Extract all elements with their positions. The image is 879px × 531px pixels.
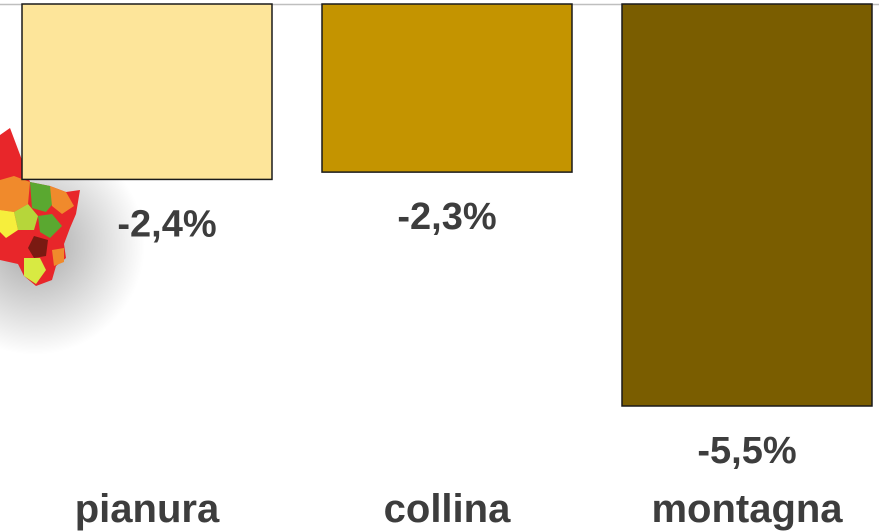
category-label-pianura: pianura [75,487,220,531]
bar-montagna [621,3,873,407]
category-label-montagna: montagna [651,487,843,531]
value-label-pianura: -2,4% [117,203,216,245]
bar-collina [321,3,573,173]
category-label-collina: collina [384,487,511,531]
region-map-icon [0,128,145,355]
bar-pianura [21,3,273,181]
value-label-collina: -2,3% [397,196,496,238]
value-label-montagna: -5,5% [697,430,796,472]
